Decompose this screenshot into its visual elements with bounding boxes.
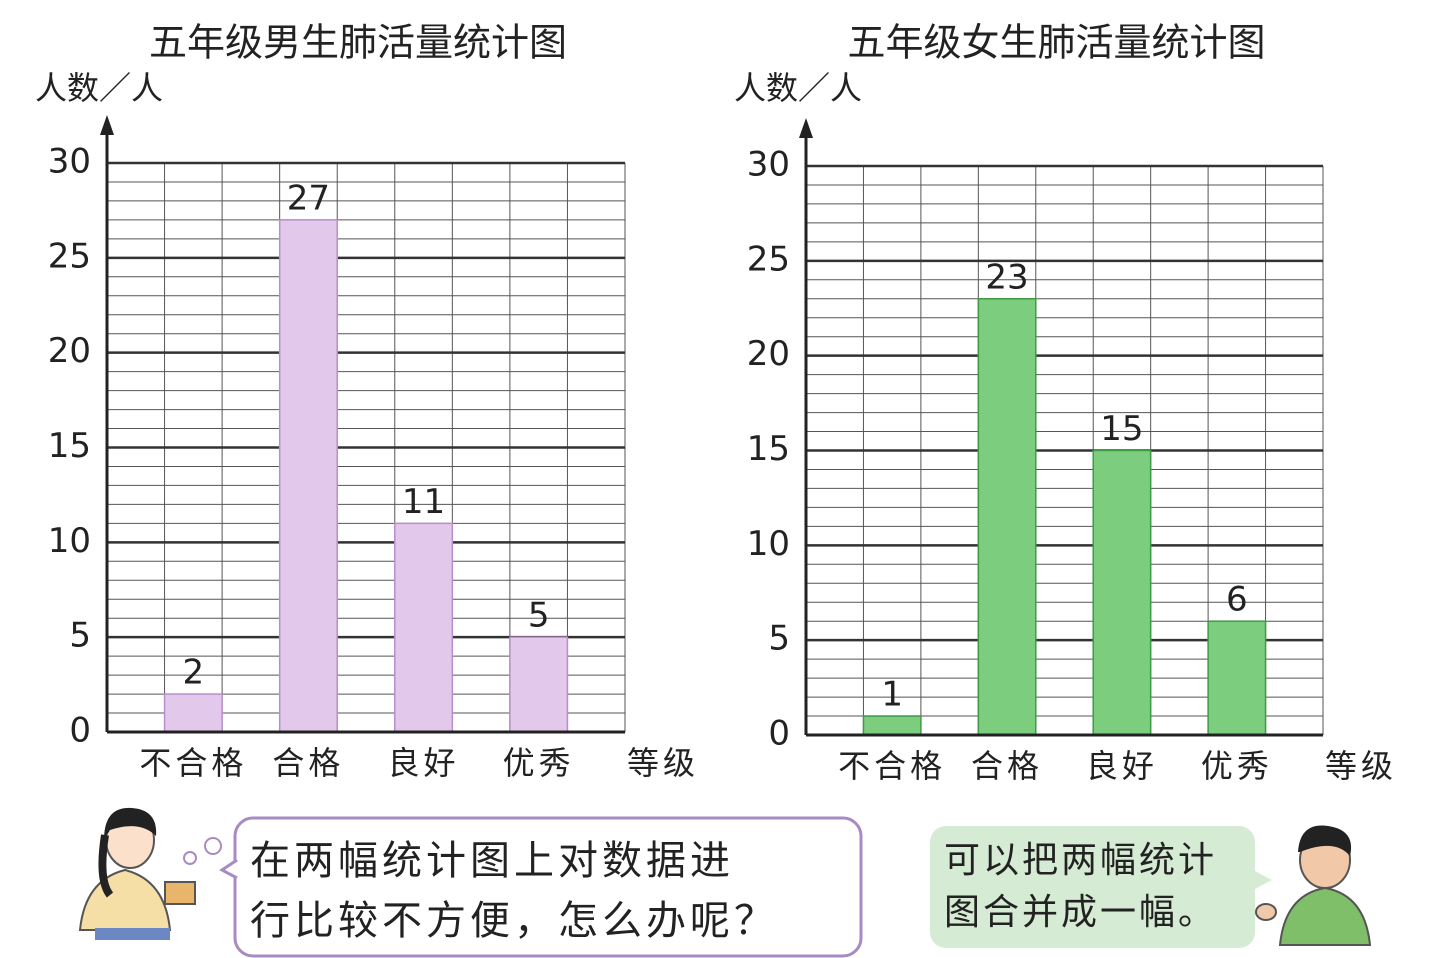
value-label: 1 (881, 675, 903, 715)
y-tick-label: 25 (747, 239, 790, 279)
y-tick-label: 10 (48, 521, 91, 561)
bubble-text: 图合并成一幅。 (944, 892, 1217, 933)
y-tick-label: 5 (768, 619, 790, 659)
y-tick-label: 20 (747, 334, 790, 374)
y-tick-label: 5 (69, 616, 91, 656)
boy-figure (1255, 825, 1372, 946)
x-tick-label: 合格 (971, 747, 1043, 785)
y-tick-label: 0 (69, 711, 91, 751)
value-label: 11 (402, 482, 445, 522)
value-label: 15 (1100, 409, 1143, 449)
bubble-tail (219, 858, 238, 880)
bar (509, 636, 569, 733)
x-tick-label: 不合格 (139, 744, 247, 782)
y-tick-label: 25 (48, 236, 91, 276)
value-label: 23 (985, 257, 1028, 297)
y-tick-label: 15 (48, 426, 91, 466)
bubble-text: 可以把两幅统计 (944, 840, 1217, 881)
y-tick-label: 0 (768, 714, 790, 754)
y-tick-label: 15 (747, 429, 790, 469)
y-tick-label: 30 (48, 142, 91, 182)
chart-title: 五年级男生肺活量统计图 (149, 21, 567, 65)
y-tick-label: 20 (48, 331, 91, 371)
y-axis-label: 人数／人 (35, 69, 163, 107)
y-axis-arrow (100, 115, 114, 135)
x-tick-label: 优秀 (503, 744, 575, 782)
speech-bubble (233, 816, 863, 958)
x-tick-label: 不合格 (838, 747, 946, 785)
y-axis-arrow (799, 118, 813, 138)
girl-figure (78, 807, 196, 940)
speech-bubble (930, 826, 1255, 948)
x-axis-label: 等级 (627, 744, 699, 782)
bar (163, 693, 223, 733)
x-tick-label: 良好 (1086, 747, 1158, 785)
bar (862, 715, 922, 736)
value-label: 27 (287, 178, 330, 218)
value-label: 6 (1226, 580, 1248, 620)
y-tick-label: 30 (747, 145, 790, 185)
x-tick-label: 优秀 (1201, 747, 1273, 785)
bar (1207, 620, 1267, 736)
chart-title: 五年级女生肺活量统计图 (847, 21, 1265, 65)
bubble-text: 在两幅统计图上对数据进 (250, 838, 734, 884)
bubble-text: 行比较不方便，怎么办呢？ (250, 898, 778, 944)
bar (977, 298, 1037, 736)
y-tick-label: 10 (747, 524, 790, 564)
thought-dot (183, 851, 197, 865)
y-axis-label: 人数／人 (734, 69, 862, 107)
bar (278, 219, 338, 733)
x-axis-label: 等级 (1325, 747, 1397, 785)
x-tick-label: 良好 (388, 744, 460, 782)
bar (394, 522, 454, 733)
x-tick-label: 合格 (272, 744, 344, 782)
value-label: 5 (528, 596, 550, 636)
value-label: 2 (183, 653, 205, 693)
bubble-tail (1253, 870, 1272, 890)
thought-dot (204, 837, 222, 855)
bar (1092, 449, 1152, 736)
